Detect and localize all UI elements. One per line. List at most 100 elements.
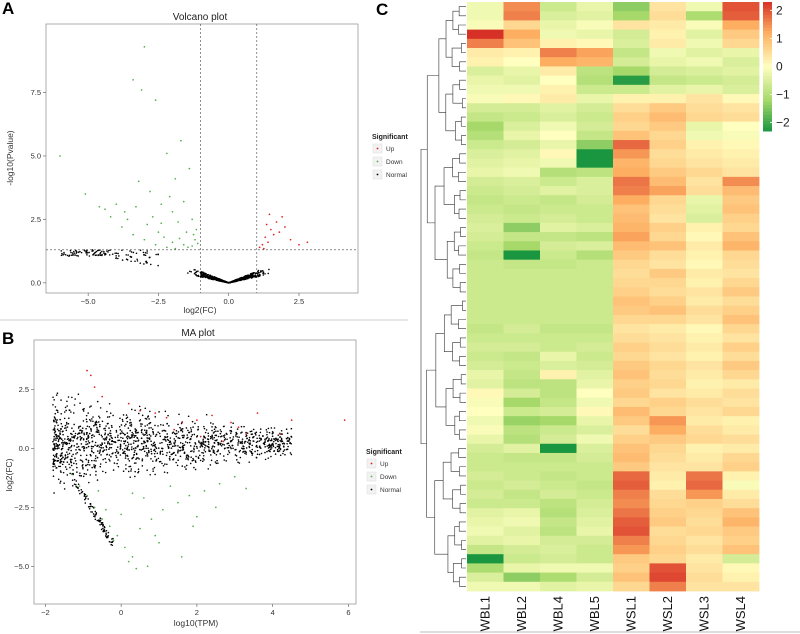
ma-point-normal (98, 452, 101, 455)
heatmap-cell (467, 204, 504, 215)
ma-point-normal (153, 445, 156, 447)
ma-point-normal (154, 450, 157, 453)
ma-point-normal (129, 418, 131, 421)
ma-point-normal (187, 431, 190, 434)
heatmap-cell (540, 388, 577, 399)
ma-point-normal (57, 439, 60, 441)
ma-point-normal (169, 459, 171, 461)
heatmap-cell (613, 554, 650, 564)
heatmap-cell (649, 544, 687, 555)
volcano-x-tick-label: −5.0 (81, 297, 96, 306)
ma-point-normal (258, 437, 261, 440)
ma-point-normal (192, 459, 195, 461)
ma-point-normal (174, 444, 177, 447)
ma-point-normal (202, 457, 204, 460)
volcano-point-normal (203, 272, 206, 274)
ma-point-normal (187, 454, 189, 457)
ma-point-normal (177, 437, 179, 439)
ma-point-normal (70, 464, 73, 467)
heatmap-cell (613, 508, 650, 518)
ma-point-normal (132, 433, 134, 435)
ma-point-normal (279, 454, 282, 457)
heatmap-cell (576, 544, 614, 555)
volcano-point-down (157, 231, 160, 233)
heatmap-cell (613, 213, 650, 224)
colorbar-segment (763, 79, 772, 84)
ma-point-normal (79, 402, 81, 404)
ma-point-normal (106, 410, 108, 413)
ma-point-normal (194, 461, 197, 463)
volcano-point-normal (211, 278, 213, 280)
panel-label-b: B (2, 329, 14, 348)
heatmap-cell (467, 48, 504, 58)
dendrogram-branch (460, 116, 466, 127)
ma-point-normal (148, 437, 151, 439)
ma-point-normal (53, 449, 55, 452)
heatmap-cell (722, 342, 760, 353)
ma-point-normal (71, 427, 73, 429)
dendrogram-branch (459, 466, 466, 477)
ma-point-normal (245, 431, 247, 434)
ma-point-normal (150, 457, 152, 460)
ma-point-normal (173, 443, 176, 445)
ma-point-normal (282, 445, 285, 447)
heatmap-cell (722, 563, 760, 573)
volcano-point-down (143, 45, 146, 48)
heatmap-cell (503, 287, 541, 297)
ma-point-normal (81, 430, 83, 432)
colorbar-segment (763, 66, 772, 71)
ma-point-normal (67, 396, 70, 398)
ma-point-normal (142, 445, 145, 448)
dendrogram-branch (435, 333, 446, 408)
ma-point-normal (145, 431, 148, 433)
ma-point-normal (179, 449, 182, 452)
ma-point-normal (85, 464, 87, 467)
ma-point-normal (158, 432, 161, 435)
heatmap-cell (503, 370, 541, 380)
volcano-point-up (270, 228, 272, 231)
colorbar-tick-label: −1 (776, 88, 790, 102)
volcano-legend-dot-up (376, 147, 379, 150)
ma-point-normal (130, 443, 132, 446)
ma-point-normal (173, 445, 176, 447)
heatmap-cell (649, 75, 687, 86)
ma-point-normal (77, 483, 80, 486)
heatmap-cell (576, 48, 614, 58)
heatmap-cell (540, 195, 577, 205)
heatmap-cell (686, 333, 723, 343)
heatmap-cell (649, 94, 687, 104)
ma-point-normal (67, 422, 70, 425)
heatmap-cell (649, 370, 687, 380)
ma-point-normal (265, 429, 268, 431)
ma-point-normal (109, 443, 111, 446)
heatmap-cell (467, 526, 504, 537)
colorbar-tick-label: 1 (776, 31, 783, 45)
ma-point-normal (119, 417, 121, 420)
heatmap-cell (540, 94, 577, 104)
heatmap-cell (686, 232, 723, 242)
ma-point-normal (234, 454, 237, 456)
heatmap-cell (467, 167, 504, 178)
heatmap-cell (576, 342, 614, 353)
heatmap-cell (686, 213, 723, 224)
heatmap-cell (540, 176, 577, 187)
ma-point-normal (155, 460, 157, 462)
ma-point-normal (146, 434, 148, 437)
heatmap-cell (722, 158, 760, 169)
ma-point-normal (133, 454, 135, 456)
ma-point-normal (56, 443, 59, 446)
volcano-point-normal (218, 279, 221, 282)
dendrogram-branch (445, 93, 456, 132)
heatmap-cell (540, 222, 577, 233)
ma-point-normal (114, 441, 117, 444)
volcano-point-normal (248, 276, 251, 279)
colorbar-segment (763, 43, 772, 48)
ma-point-normal (56, 428, 59, 431)
ma-point-normal (170, 443, 172, 445)
heatmap-cell (503, 351, 541, 362)
ma-point-normal (89, 406, 91, 408)
heatmap-cell (503, 130, 541, 141)
ma-point-normal (248, 439, 250, 442)
ma-point-normal (75, 453, 77, 455)
ma-legend: Significant Up Down Normal (366, 449, 402, 495)
